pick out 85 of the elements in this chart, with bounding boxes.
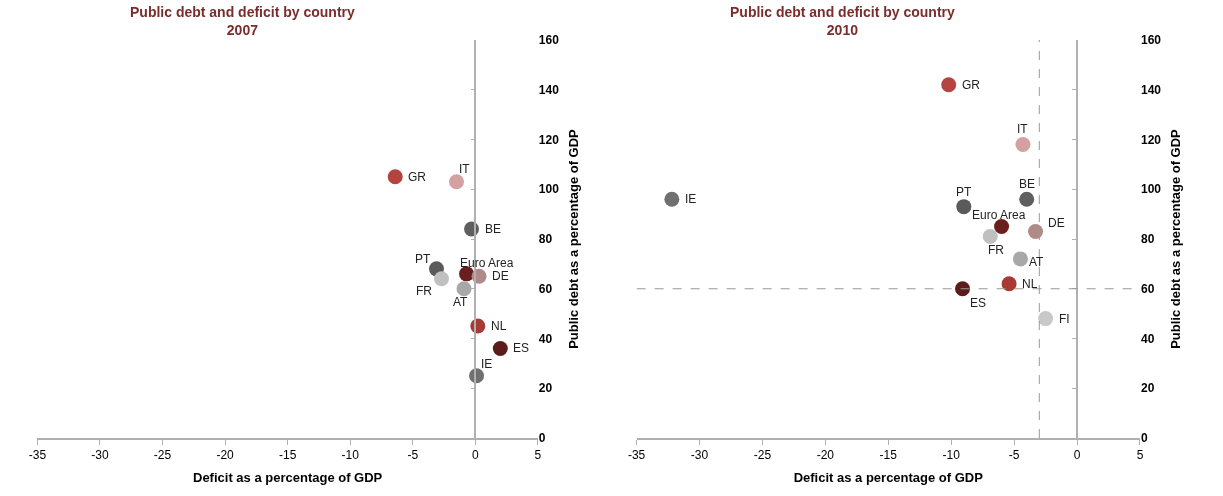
x-tick-label: -5 bbox=[1008, 448, 1020, 463]
series-label: IT bbox=[459, 162, 471, 176]
point bbox=[459, 266, 475, 282]
y-tick-label: 140 bbox=[538, 82, 560, 97]
series-label: IT bbox=[1017, 122, 1029, 136]
chart-title: Public debt and deficit by country bbox=[130, 4, 356, 20]
x-tick-label: -25 bbox=[153, 448, 172, 463]
point bbox=[449, 174, 465, 190]
series-label: GR bbox=[962, 78, 981, 92]
y-tick-label: 0 bbox=[1140, 431, 1148, 446]
series-label: NL bbox=[1022, 277, 1038, 291]
y-tick-label: 40 bbox=[538, 331, 553, 346]
point bbox=[1038, 311, 1054, 327]
y-tick-label: 0 bbox=[538, 431, 546, 446]
point bbox=[941, 77, 957, 93]
series-label: Euro Area bbox=[460, 256, 514, 270]
point bbox=[956, 199, 972, 215]
point bbox=[387, 169, 403, 185]
y-tick-label: 80 bbox=[538, 232, 553, 247]
x-tick-label: -5 bbox=[407, 448, 419, 463]
x-tick-label: -30 bbox=[91, 448, 109, 463]
point bbox=[456, 281, 472, 297]
series-label: NL bbox=[491, 319, 507, 333]
series-label: PT bbox=[956, 185, 972, 199]
point bbox=[1028, 224, 1044, 240]
point bbox=[955, 281, 971, 297]
y-axis-title: Public debt as a percentage of GDP bbox=[1167, 128, 1183, 349]
y-tick-label: 60 bbox=[538, 281, 553, 296]
point bbox=[1012, 251, 1028, 267]
y-axis-title: Public debt as a percentage of GDP bbox=[565, 128, 581, 349]
point bbox=[434, 271, 450, 287]
x-tick-label: -35 bbox=[627, 448, 646, 463]
y-tick-label: 160 bbox=[1140, 33, 1162, 48]
point bbox=[982, 229, 998, 244]
chart-subtitle: 2007 bbox=[226, 22, 259, 39]
series-label: FR bbox=[416, 284, 433, 298]
series-label: IE bbox=[685, 192, 697, 206]
x-tick-label: -30 bbox=[690, 448, 709, 463]
point bbox=[492, 340, 508, 356]
x-tick-label: -25 bbox=[753, 448, 772, 463]
y-tick-label: 140 bbox=[1140, 82, 1162, 97]
series-label: GR bbox=[408, 170, 427, 184]
y-tick-label: 100 bbox=[538, 182, 560, 197]
x-tick-label: -15 bbox=[879, 448, 898, 463]
chart-title: Public debt and deficit by country bbox=[730, 4, 956, 20]
series-label: DE bbox=[492, 269, 509, 283]
x-tick-label: 0 bbox=[1073, 448, 1081, 463]
series-label: DE bbox=[1048, 216, 1065, 230]
series-label: BE bbox=[1019, 177, 1036, 191]
series-label: ES bbox=[513, 341, 530, 355]
y-tick-label: 20 bbox=[1140, 381, 1155, 396]
y-tick-label: 60 bbox=[1140, 281, 1155, 296]
point bbox=[1001, 276, 1017, 292]
x-tick-label: 0 bbox=[471, 448, 479, 463]
x-tick-label: -35 bbox=[28, 448, 47, 463]
x-axis-title: Deficit as a percentage of GDP bbox=[193, 470, 383, 486]
x-tick-label: -20 bbox=[216, 448, 235, 463]
point bbox=[1015, 136, 1031, 152]
x-tick-label: 5 bbox=[534, 448, 542, 463]
series-label: IE bbox=[481, 357, 493, 371]
y-tick-label: 160 bbox=[538, 33, 560, 48]
series-label: FI bbox=[1059, 312, 1070, 326]
x-tick-label: 5 bbox=[1136, 448, 1144, 463]
point bbox=[994, 219, 1010, 235]
x-tick-label: -10 bbox=[341, 448, 360, 463]
x-tick-label: -15 bbox=[278, 448, 297, 463]
series-label: AT bbox=[1029, 255, 1045, 269]
y-tick-label: 100 bbox=[1140, 182, 1162, 197]
x-tick-label: -20 bbox=[816, 448, 835, 463]
x-axis-title: Deficit as a percentage of GDP bbox=[793, 470, 984, 486]
point bbox=[664, 191, 680, 207]
series-label: Euro Area bbox=[972, 208, 1026, 222]
point bbox=[1019, 191, 1035, 207]
chart-subtitle: 2010 bbox=[826, 22, 859, 39]
y-tick-label: 80 bbox=[1140, 232, 1155, 247]
series-label: FR bbox=[988, 243, 1005, 257]
y-tick-label: 40 bbox=[1140, 331, 1155, 346]
y-tick-label: 120 bbox=[1140, 132, 1162, 147]
series-label: PT bbox=[415, 252, 431, 266]
series-label: BE bbox=[485, 222, 502, 236]
series-label: ES bbox=[970, 296, 987, 310]
legend-label: AT bbox=[453, 295, 469, 309]
y-tick-label: 20 bbox=[538, 381, 553, 396]
y-tick-label: 120 bbox=[538, 132, 560, 147]
x-tick-label: -10 bbox=[942, 448, 961, 463]
